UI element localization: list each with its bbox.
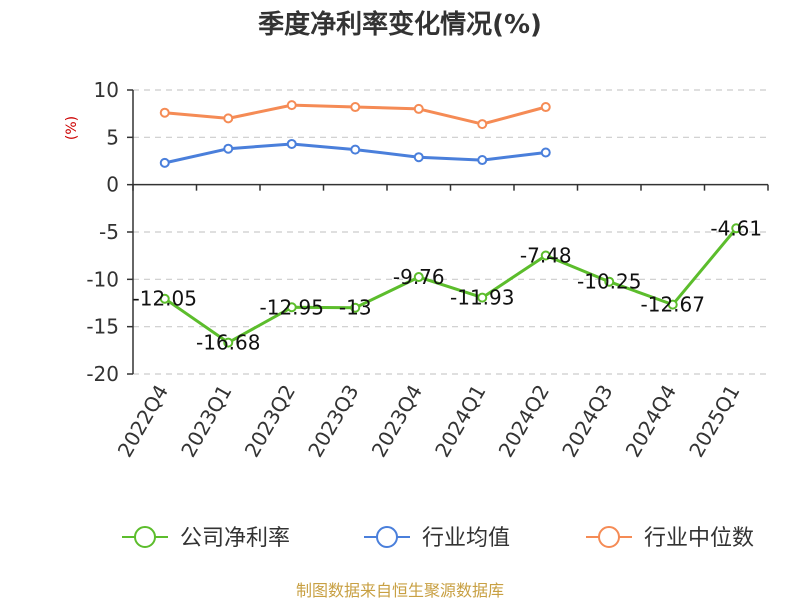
- data-label: -12.67: [641, 293, 705, 317]
- data-point: [667, 299, 678, 310]
- chart-title: 季度净利率变化情况(%): [258, 9, 542, 40]
- data-label: -16.68: [196, 331, 260, 355]
- data-point: [540, 147, 551, 158]
- legend-marker: [134, 526, 156, 548]
- data-point: [477, 119, 488, 130]
- data-point: [413, 103, 424, 114]
- data-labels: -12.05 -16.68-12.95 -13 -9.76-11.93-7.48-10…: [133, 216, 763, 354]
- data-label: -7.48: [520, 243, 572, 267]
- x-tick-label: 2023Q1: [176, 381, 236, 462]
- data-point: [286, 302, 297, 313]
- grid-lines: [133, 89, 768, 375]
- data-point: [159, 157, 170, 168]
- x-tick-label: 2024Q3: [557, 381, 617, 462]
- y-tick-label: -5: [99, 220, 119, 244]
- y-tick-label: 5: [106, 125, 119, 149]
- data-point: [223, 113, 234, 124]
- y-axis-label: (%): [64, 116, 80, 140]
- y-tick-label: -15: [86, 315, 119, 339]
- x-tick-label: 2024Q2: [494, 381, 554, 462]
- data-point: [540, 250, 551, 261]
- legend-marker: [376, 526, 398, 548]
- data-point: [223, 337, 234, 348]
- y-tick-label: -10: [86, 267, 119, 291]
- data-point: [223, 143, 234, 154]
- data-label: -4.61: [710, 216, 762, 240]
- legend-label: 行业中位数: [644, 526, 754, 551]
- data-point: [413, 152, 424, 163]
- data-point: [350, 102, 361, 113]
- data-point: [540, 102, 551, 113]
- data-point: [350, 144, 361, 155]
- data-point: [350, 302, 361, 313]
- x-tick-label: 2023Q4: [367, 381, 427, 462]
- x-tick-label: 2024Q1: [430, 381, 490, 462]
- y-tick-label: 0: [106, 173, 119, 197]
- data-point: [286, 138, 297, 149]
- x-tick-label: 2022Q4: [113, 381, 173, 462]
- data-point: [604, 276, 615, 287]
- data-point: [413, 272, 424, 283]
- data-point: [159, 293, 170, 304]
- data-label: -11.93: [450, 286, 514, 310]
- y-tick-label: -20: [86, 362, 119, 386]
- legend-label: 公司净利率: [180, 526, 290, 551]
- x-tick-label: 2023Q3: [303, 381, 363, 462]
- data-label: -12.05: [133, 287, 197, 311]
- legend-label: 行业均值: [422, 526, 510, 551]
- data-label: -9.76: [393, 265, 445, 289]
- data-point: [159, 107, 170, 118]
- data-label: -12.95: [260, 295, 324, 319]
- source-note: 制图数据来自恒生聚源数据库: [296, 581, 504, 600]
- data-label: -13: [339, 296, 372, 320]
- data-point: [286, 100, 297, 111]
- series-lines: [159, 100, 742, 348]
- data-point: [731, 223, 742, 234]
- legend-marker: [598, 526, 620, 548]
- x-tick-label: 2025Q1: [684, 381, 744, 462]
- x-tick-label: 2024Q4: [621, 381, 681, 462]
- data-point: [477, 292, 488, 303]
- data-label: -10.25: [577, 270, 641, 294]
- legend: 公司净利率 行业均值 行业中位数: [122, 526, 754, 551]
- x-tick-label: 2023Q2: [240, 381, 300, 462]
- data-point: [477, 155, 488, 166]
- y-tick-label: 10: [94, 78, 119, 102]
- series-line-0: [163, 227, 738, 345]
